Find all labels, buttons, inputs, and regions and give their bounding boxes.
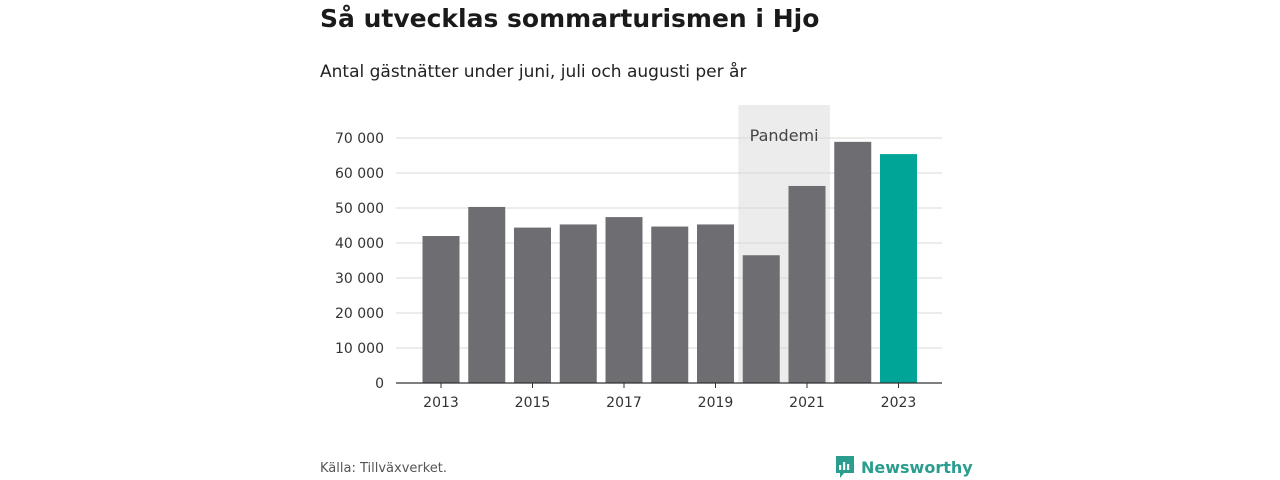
x-tick-label: 2021 (789, 395, 825, 411)
bar-2015 (514, 227, 551, 383)
x-tick-label: 2023 (881, 395, 917, 411)
y-tick-label: 20 000 (335, 306, 384, 322)
bar-2017 (605, 217, 643, 383)
x-tick-label: 2013 (423, 395, 459, 411)
y-tick-label: 30 000 (335, 271, 384, 287)
bar-2021 (788, 185, 826, 383)
y-tick-label: 70 000 (335, 131, 384, 147)
brand-name: Newsworthy (861, 457, 973, 477)
x-tick-label: 2017 (606, 395, 642, 411)
bar-2013 (422, 236, 460, 383)
x-tick-label: 2015 (515, 395, 551, 411)
bar-2019 (697, 224, 734, 383)
brand-logo: Newsworthy (835, 455, 973, 479)
y-tick-label: 60 000 (335, 166, 384, 182)
chart-subtitle: Antal gästnätter under juni, juli och au… (320, 62, 747, 82)
bar-chart-badge-icon (836, 456, 854, 478)
pandemic-label: Pandemi (750, 126, 819, 145)
bar-2016 (559, 224, 597, 383)
x-tick-label: 2019 (698, 395, 734, 411)
bar-2018 (651, 226, 689, 383)
y-tick-label: 0 (375, 376, 384, 392)
y-tick-label: 50 000 (335, 201, 384, 217)
bar-2023 (880, 154, 917, 383)
y-tick-label: 10 000 (335, 341, 384, 357)
bar-2022 (834, 141, 872, 383)
bar-2014 (468, 206, 506, 383)
y-tick-label: 40 000 (335, 236, 384, 252)
chart-title: Så utvecklas sommarturismen i Hjo (320, 4, 820, 33)
source-note: Källa: Tillväxverket. (320, 461, 448, 476)
bar-2020 (742, 255, 780, 383)
